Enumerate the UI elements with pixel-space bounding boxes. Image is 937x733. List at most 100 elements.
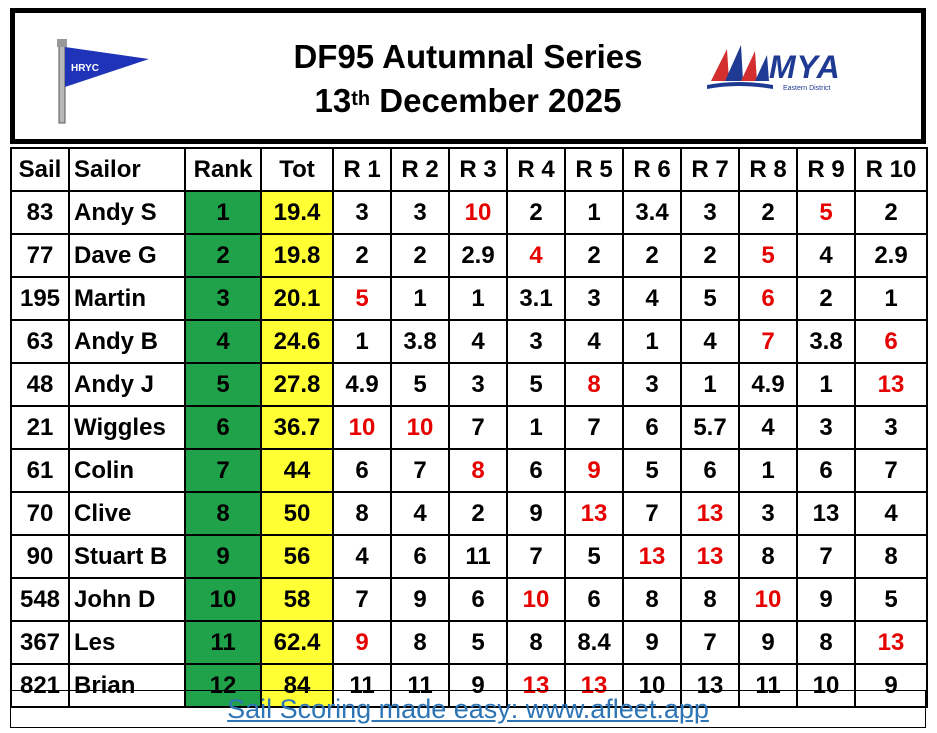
table-row: 367 Les 11 62.4 9 8 5 8 8.4 9 7 9 8 13 [10, 620, 928, 665]
table-row: 70 Clive 8 50 8 4 2 9 13 7 13 3 13 4 [10, 491, 928, 536]
race-score-cell: 10 [448, 190, 508, 235]
table-row: 48 Andy J 5 27.8 4.9 5 3 5 8 3 1 4.9 1 13 [10, 362, 928, 407]
rank-cell: 6 [184, 405, 262, 450]
total-cell: 27.8 [260, 362, 334, 407]
race-score-cell: 11 [738, 663, 798, 708]
race-score-cell: 13 [680, 663, 740, 708]
race-score-cell: 11 [332, 663, 392, 708]
club-burgee-icon: HRYC [57, 39, 149, 124]
race-score-cell: 5 [622, 448, 682, 493]
sailor-name-cell: Stuart B [68, 534, 186, 579]
race-score-cell: 4 [390, 491, 450, 536]
table-row: 77 Dave G 2 19.8 2 2 2.9 4 2 2 2 5 4 2.9 [10, 233, 928, 278]
race-score-cell: 6 [854, 319, 928, 364]
sail-number-cell: 821 [10, 663, 70, 708]
race-score-cell: 8 [622, 577, 682, 622]
race-score-cell: 3 [738, 491, 798, 536]
race-score-cell: 1 [680, 362, 740, 407]
total-cell: 50 [260, 491, 334, 536]
total-cell: 84 [260, 663, 334, 708]
race-score-cell: 7 [796, 534, 856, 579]
rank-cell: 3 [184, 276, 262, 321]
rank-cell: 7 [184, 448, 262, 493]
race-score-cell: 7 [390, 448, 450, 493]
race-score-cell: 5 [506, 362, 566, 407]
race-score-cell: 8 [796, 620, 856, 665]
race-score-cell: 2 [854, 190, 928, 235]
column-header: R 9 [796, 147, 856, 192]
race-score-cell: 9 [854, 663, 928, 708]
race-score-cell: 1 [448, 276, 508, 321]
race-score-cell: 1 [738, 448, 798, 493]
sailor-name-cell: Colin [68, 448, 186, 493]
sailor-name-cell: John D [68, 577, 186, 622]
race-score-cell: 4 [506, 233, 566, 278]
page-title: DF95 Autumnal Series 13th December 2025 [15, 35, 921, 123]
race-score-cell: 7 [622, 491, 682, 536]
race-score-cell: 1 [564, 190, 624, 235]
sailor-name-cell: Wiggles [68, 405, 186, 450]
table-row: 21 Wiggles 6 36.7 10 10 7 1 7 6 5.7 4 3 3 [10, 405, 928, 450]
mya-logo-icon: MYA Eastern District [707, 41, 847, 101]
race-score-cell: 8 [448, 448, 508, 493]
race-score-cell: 13 [796, 491, 856, 536]
race-score-cell: 1 [854, 276, 928, 321]
race-score-cell: 10 [390, 405, 450, 450]
race-score-cell: 6 [738, 276, 798, 321]
race-score-cell: 7 [332, 577, 392, 622]
column-header: R 3 [448, 147, 508, 192]
race-score-cell: 7 [448, 405, 508, 450]
race-score-cell: 6 [506, 448, 566, 493]
race-score-cell: 3 [506, 319, 566, 364]
column-header: R 4 [506, 147, 566, 192]
race-score-cell: 13 [854, 362, 928, 407]
mya-logo-subtext: Eastern District [783, 85, 831, 92]
race-score-cell: 2 [796, 276, 856, 321]
race-score-cell: 11 [448, 534, 508, 579]
race-score-cell: 4 [564, 319, 624, 364]
race-score-cell: 2 [738, 190, 798, 235]
race-score-cell: 13 [564, 663, 624, 708]
race-score-cell: 6 [332, 448, 392, 493]
table-row: 821 Brian 12 84 11 11 9 13 13 10 13 11 10 9 [10, 663, 928, 708]
race-score-cell: 9 [796, 577, 856, 622]
title-suffix: th [351, 88, 371, 110]
total-cell: 56 [260, 534, 334, 579]
race-score-cell: 13 [564, 491, 624, 536]
race-score-cell: 9 [506, 491, 566, 536]
race-score-cell: 4 [854, 491, 928, 536]
race-score-cell: 8.4 [564, 620, 624, 665]
race-score-cell: 4 [738, 405, 798, 450]
footer-link[interactable]: Sail Scoring made easy: www.afleet.app [227, 694, 709, 724]
table-row: 548 John D 10 58 7 9 6 10 6 8 8 10 9 5 [10, 577, 928, 622]
title-month-year: December 2025 [379, 82, 622, 119]
race-score-cell: 8 [680, 577, 740, 622]
sail-number-cell: 83 [10, 190, 70, 235]
sail-number-cell: 548 [10, 577, 70, 622]
column-header: R 8 [738, 147, 798, 192]
race-score-cell: 2 [564, 233, 624, 278]
race-score-cell: 4 [622, 276, 682, 321]
rank-cell: 1 [184, 190, 262, 235]
total-cell: 58 [260, 577, 334, 622]
column-header: R 2 [390, 147, 450, 192]
race-score-cell: 3 [332, 190, 392, 235]
rank-cell: 9 [184, 534, 262, 579]
race-score-cell: 7 [738, 319, 798, 364]
club-flag-text: HRYC [71, 63, 99, 74]
table-row: 90 Stuart B 9 56 4 6 11 7 5 13 13 8 7 8 [10, 534, 928, 579]
table-row: 195 Martin 3 20.1 5 1 1 3.1 3 4 5 6 2 1 [10, 276, 928, 321]
column-header: Sail [10, 147, 70, 192]
sailor-name-cell: Dave G [68, 233, 186, 278]
race-score-cell: 5 [332, 276, 392, 321]
table-row: 83 Andy S 1 19.4 3 3 10 2 1 3.4 3 2 5 2 [10, 190, 928, 235]
column-header: R 10 [854, 147, 928, 192]
race-score-cell: 5.7 [680, 405, 740, 450]
sailor-name-cell: Andy J [68, 362, 186, 407]
race-score-cell: 6 [448, 577, 508, 622]
sail-number-cell: 48 [10, 362, 70, 407]
rank-cell: 2 [184, 233, 262, 278]
total-cell: 36.7 [260, 405, 334, 450]
race-score-cell: 5 [738, 233, 798, 278]
